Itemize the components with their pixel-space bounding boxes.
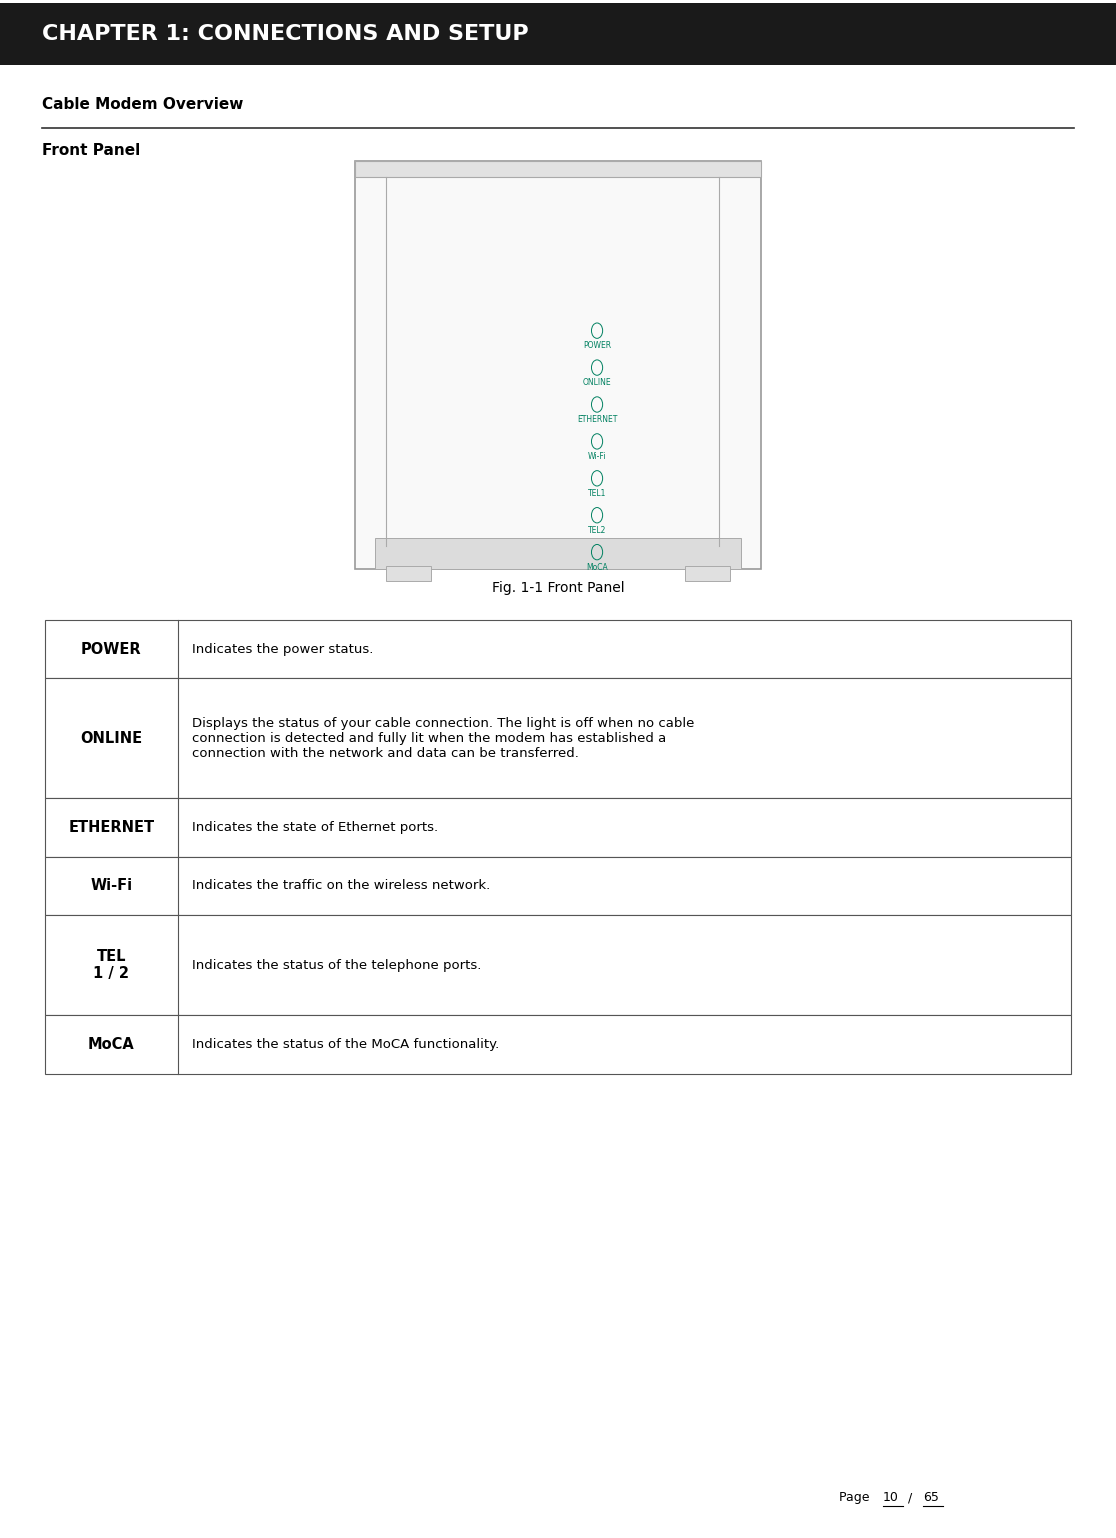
Text: /: /: [904, 1492, 916, 1504]
Bar: [45, 857, 1071, 915]
Text: Displays the status of your cable connection. The light is off when no cable
con: Displays the status of your cable connec…: [192, 717, 694, 760]
Text: Fig. 1-1 Front Panel: Fig. 1-1 Front Panel: [492, 581, 624, 595]
Bar: [45, 915, 1071, 1015]
Bar: [0, 3, 1116, 65]
Text: Indicates the status of the telephone ports.: Indicates the status of the telephone po…: [192, 958, 481, 972]
Text: MoCA: MoCA: [586, 563, 608, 572]
Bar: [355, 161, 761, 569]
Bar: [685, 566, 730, 581]
Bar: [355, 161, 761, 177]
Text: Wi-Fi: Wi-Fi: [90, 878, 133, 894]
Text: MoCA: MoCA: [88, 1037, 135, 1052]
Text: Cable Modem Overview: Cable Modem Overview: [42, 97, 243, 112]
Text: Page: Page: [839, 1492, 874, 1504]
Bar: [45, 1015, 1071, 1074]
Bar: [45, 678, 1071, 798]
Text: ETHERNET: ETHERNET: [577, 415, 617, 424]
Text: Front Panel: Front Panel: [42, 143, 141, 158]
Text: TEL1: TEL1: [588, 489, 606, 498]
Text: Wi-Fi: Wi-Fi: [588, 452, 606, 461]
Text: Indicates the power status.: Indicates the power status.: [192, 643, 373, 655]
Bar: [375, 538, 741, 569]
Text: POWER: POWER: [583, 341, 612, 351]
Text: 65: 65: [923, 1492, 939, 1504]
Text: TEL2: TEL2: [588, 526, 606, 535]
Bar: [386, 566, 431, 581]
Text: POWER: POWER: [81, 641, 142, 657]
Text: TEL
1 / 2: TEL 1 / 2: [94, 949, 129, 981]
Bar: [45, 798, 1071, 857]
Text: ETHERNET: ETHERNET: [68, 820, 154, 835]
Text: CHAPTER 1: CONNECTIONS AND SETUP: CHAPTER 1: CONNECTIONS AND SETUP: [42, 23, 529, 45]
Text: ONLINE: ONLINE: [80, 731, 143, 746]
Text: Indicates the traffic on the wireless network.: Indicates the traffic on the wireless ne…: [192, 880, 490, 892]
Text: Indicates the status of the MoCA functionality.: Indicates the status of the MoCA functio…: [192, 1038, 499, 1050]
Text: 10: 10: [883, 1492, 898, 1504]
Bar: [45, 620, 1071, 678]
Text: Indicates the state of Ethernet ports.: Indicates the state of Ethernet ports.: [192, 821, 437, 834]
Text: ONLINE: ONLINE: [583, 378, 612, 388]
